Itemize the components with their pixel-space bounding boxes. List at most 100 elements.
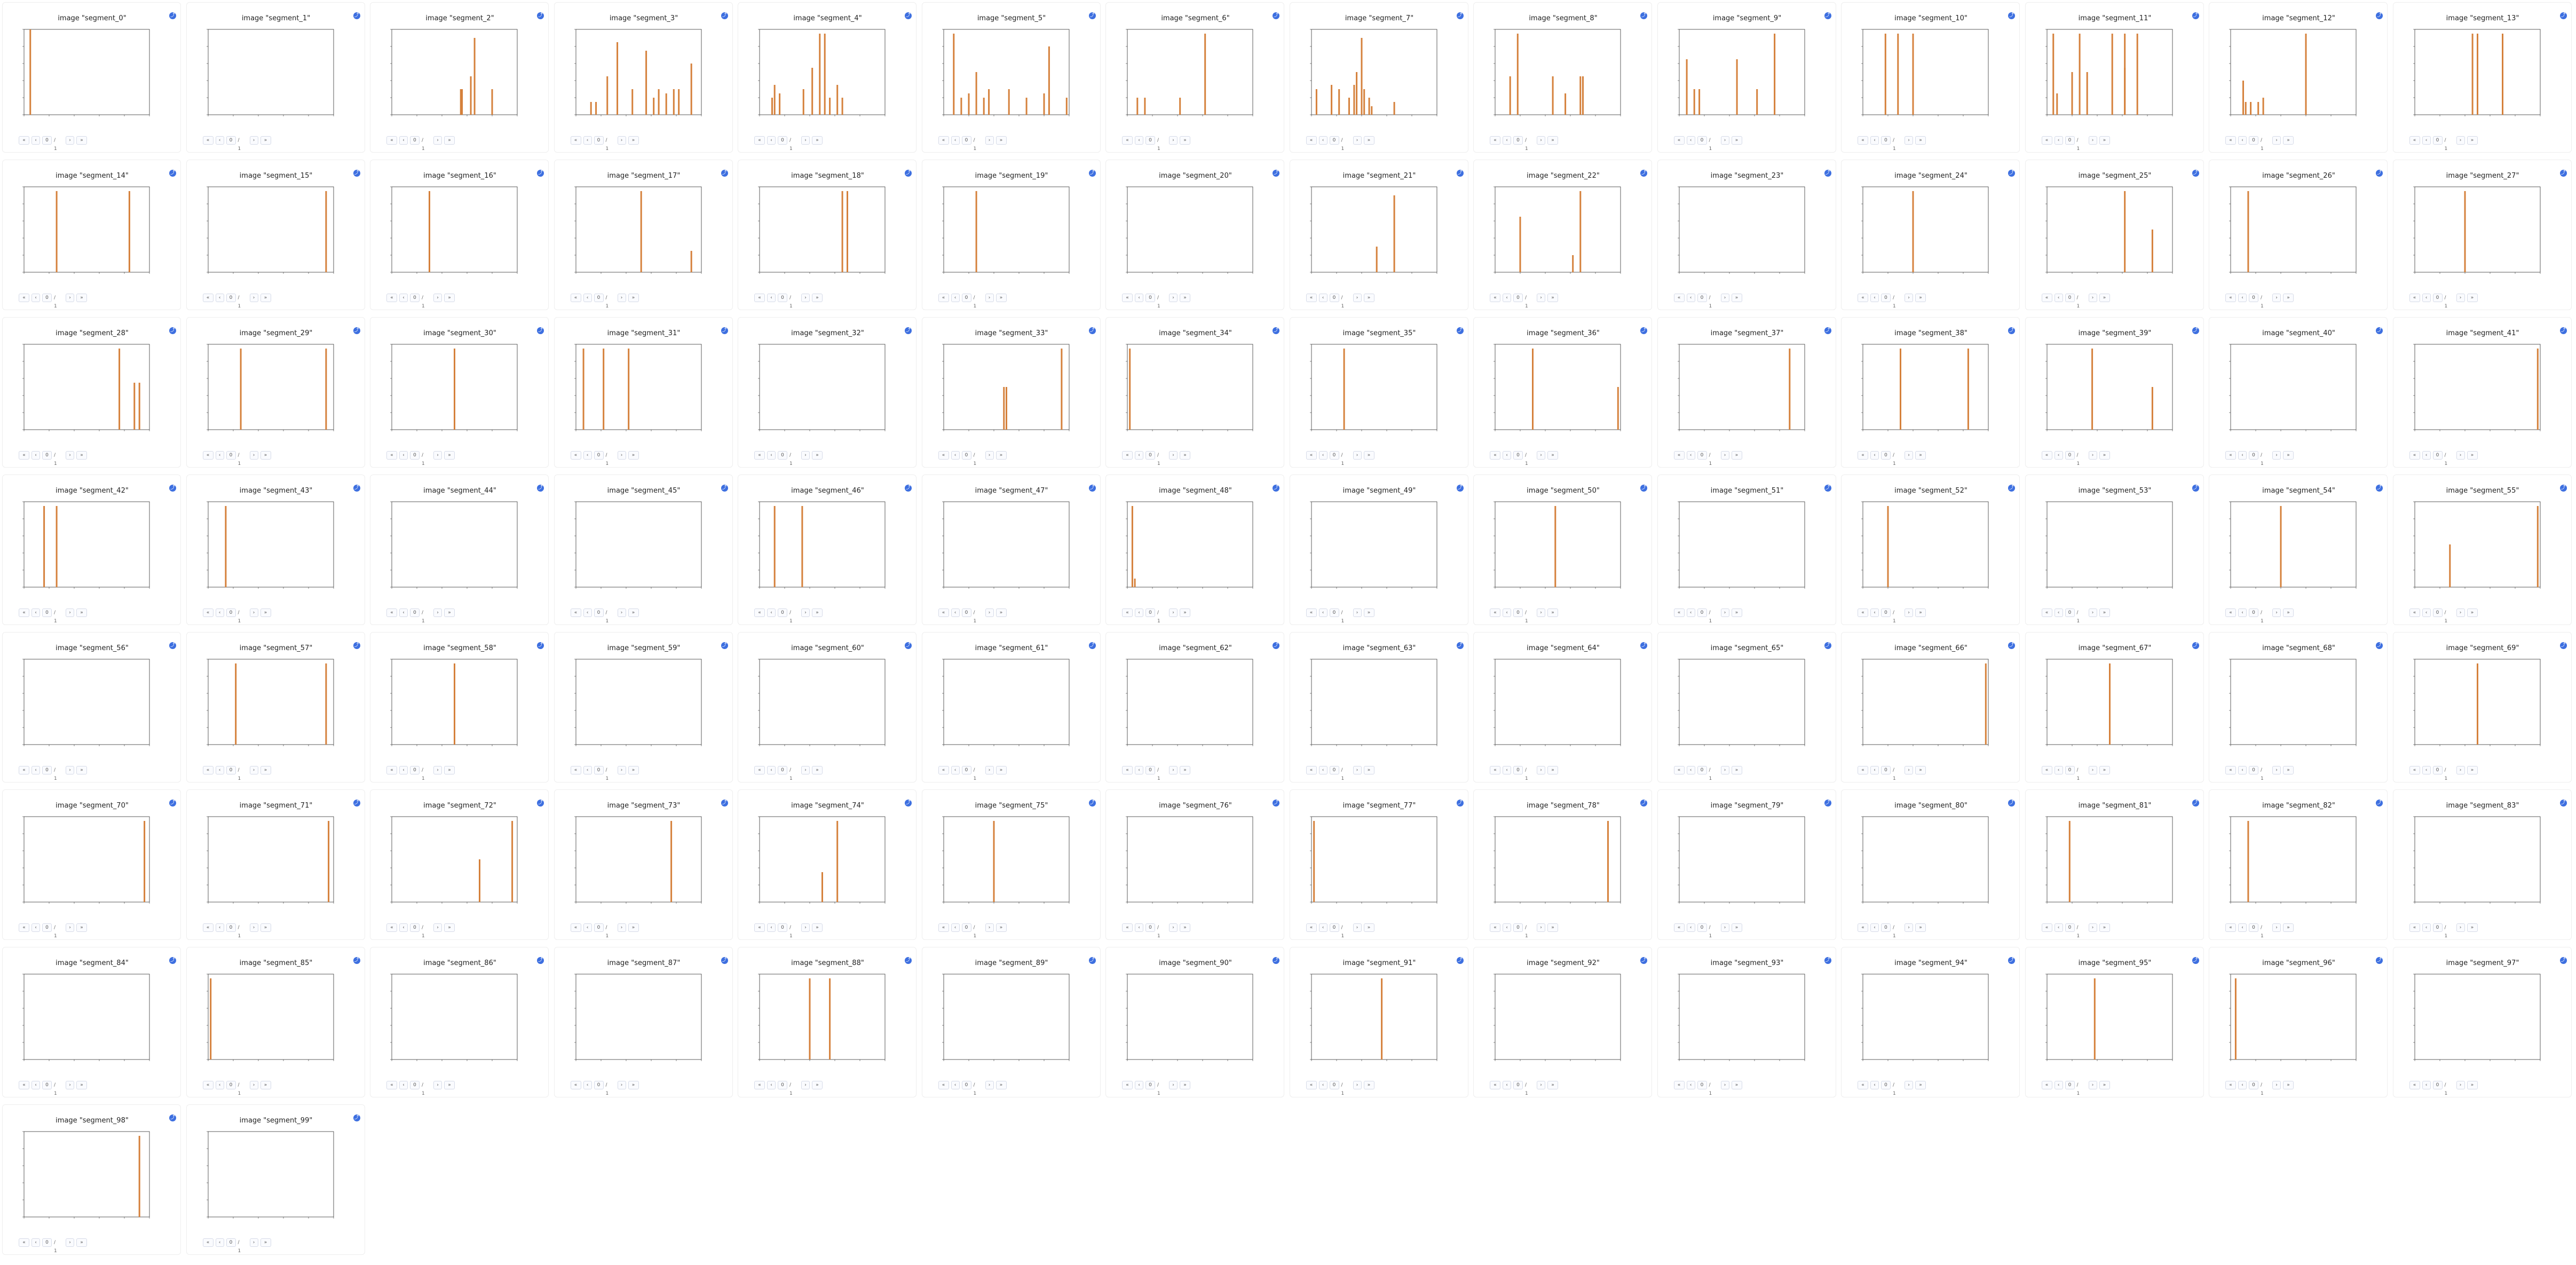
first-page-button[interactable]: «: [1306, 923, 1317, 932]
first-page-button[interactable]: «: [938, 608, 949, 617]
next-page-button[interactable]: ›: [617, 451, 626, 460]
page-index-input[interactable]: 0: [226, 294, 236, 302]
prev-page-button[interactable]: ‹: [2422, 136, 2431, 145]
last-page-button[interactable]: »: [1915, 451, 1926, 460]
prev-page-button[interactable]: ‹: [1318, 608, 1327, 617]
share-icon[interactable]: ⤴: [2008, 485, 2015, 492]
share-icon[interactable]: ⤴: [2559, 800, 2567, 807]
next-page-button[interactable]: ›: [433, 451, 442, 460]
next-page-button[interactable]: ›: [249, 608, 258, 617]
prev-page-button[interactable]: ‹: [1503, 451, 1511, 460]
next-page-button[interactable]: ›: [801, 1081, 810, 1089]
last-page-button[interactable]: »: [260, 294, 271, 302]
prev-page-button[interactable]: ‹: [2054, 451, 2063, 460]
page-index-input[interactable]: 0: [1697, 608, 1707, 617]
prev-page-button[interactable]: ‹: [399, 136, 408, 145]
first-page-button[interactable]: «: [1306, 294, 1317, 302]
first-page-button[interactable]: «: [754, 608, 765, 617]
last-page-button[interactable]: »: [260, 923, 271, 932]
share-icon[interactable]: ⤴: [1273, 800, 1279, 807]
prev-page-button[interactable]: ‹: [2238, 451, 2247, 460]
page-index-input[interactable]: 0: [2065, 923, 2075, 932]
share-icon[interactable]: ⤴: [169, 642, 176, 649]
last-page-button[interactable]: »: [995, 451, 1007, 460]
share-icon[interactable]: ⤴: [1273, 327, 1279, 334]
prev-page-button[interactable]: ‹: [767, 136, 776, 145]
first-page-button[interactable]: «: [2409, 923, 2420, 932]
last-page-button[interactable]: »: [2467, 766, 2478, 774]
first-page-button[interactable]: «: [1673, 136, 1685, 145]
share-icon[interactable]: ⤴: [2376, 327, 2383, 334]
page-index-input[interactable]: 0: [226, 1081, 236, 1089]
page-index-input[interactable]: 0: [42, 1081, 52, 1089]
last-page-button[interactable]: »: [2467, 451, 2478, 460]
last-page-button[interactable]: »: [1363, 923, 1374, 932]
share-icon[interactable]: ⤴: [353, 485, 360, 492]
share-icon[interactable]: ⤴: [353, 1114, 360, 1121]
share-icon[interactable]: ⤴: [1273, 12, 1279, 19]
prev-page-button[interactable]: ‹: [951, 136, 960, 145]
next-page-button[interactable]: ›: [617, 608, 626, 617]
next-page-button[interactable]: ›: [985, 451, 994, 460]
last-page-button[interactable]: »: [1180, 923, 1190, 932]
next-page-button[interactable]: ›: [2272, 1081, 2281, 1089]
page-index-input[interactable]: 0: [1697, 766, 1707, 774]
page-index-input[interactable]: 0: [2065, 608, 2075, 617]
next-page-button[interactable]: ›: [433, 923, 442, 932]
next-page-button[interactable]: ›: [1169, 294, 1178, 302]
last-page-button[interactable]: »: [444, 451, 455, 460]
share-icon[interactable]: ⤴: [905, 800, 912, 807]
last-page-button[interactable]: »: [1915, 608, 1926, 617]
page-index-input[interactable]: 0: [594, 608, 604, 617]
first-page-button[interactable]: «: [2225, 766, 2236, 774]
last-page-button[interactable]: »: [2283, 766, 2294, 774]
page-index-input[interactable]: 0: [410, 136, 420, 145]
next-page-button[interactable]: ›: [1169, 766, 1178, 774]
share-icon[interactable]: ⤴: [1640, 957, 1647, 964]
page-index-input[interactable]: 0: [594, 923, 604, 932]
first-page-button[interactable]: «: [386, 136, 397, 145]
share-icon[interactable]: ⤴: [1456, 485, 1464, 492]
last-page-button[interactable]: »: [995, 136, 1007, 145]
last-page-button[interactable]: »: [812, 923, 823, 932]
page-index-input[interactable]: 0: [2249, 608, 2258, 617]
last-page-button[interactable]: »: [76, 608, 87, 617]
first-page-button[interactable]: «: [1122, 608, 1133, 617]
last-page-button[interactable]: »: [1180, 294, 1190, 302]
prev-page-button[interactable]: ‹: [767, 608, 776, 617]
prev-page-button[interactable]: ‹: [1503, 136, 1511, 145]
prev-page-button[interactable]: ‹: [31, 1238, 40, 1247]
share-icon[interactable]: ⤴: [537, 485, 544, 492]
page-index-input[interactable]: 0: [1329, 451, 1339, 460]
last-page-button[interactable]: »: [1731, 451, 1742, 460]
last-page-button[interactable]: »: [628, 1081, 639, 1089]
next-page-button[interactable]: ›: [1905, 608, 1913, 617]
next-page-button[interactable]: ›: [1169, 923, 1178, 932]
next-page-button[interactable]: ›: [2456, 294, 2465, 302]
first-page-button[interactable]: «: [2409, 1081, 2420, 1089]
first-page-button[interactable]: «: [938, 294, 949, 302]
page-index-input[interactable]: 0: [1697, 294, 1707, 302]
first-page-button[interactable]: «: [1673, 923, 1685, 932]
share-icon[interactable]: ⤴: [353, 800, 360, 807]
page-index-input[interactable]: 0: [1881, 923, 1891, 932]
first-page-button[interactable]: «: [2041, 766, 2052, 774]
prev-page-button[interactable]: ‹: [1503, 766, 1511, 774]
page-index-input[interactable]: 0: [1145, 1081, 1155, 1089]
next-page-button[interactable]: ›: [2456, 136, 2465, 145]
first-page-button[interactable]: «: [570, 923, 581, 932]
first-page-button[interactable]: «: [2225, 294, 2236, 302]
share-icon[interactable]: ⤴: [2008, 800, 2015, 807]
last-page-button[interactable]: »: [2467, 1081, 2478, 1089]
prev-page-button[interactable]: ‹: [1318, 1081, 1327, 1089]
prev-page-button[interactable]: ‹: [215, 1238, 224, 1247]
last-page-button[interactable]: »: [2099, 1081, 2110, 1089]
prev-page-button[interactable]: ‹: [1686, 451, 1695, 460]
first-page-button[interactable]: «: [19, 136, 29, 145]
last-page-button[interactable]: »: [1731, 923, 1742, 932]
next-page-button[interactable]: ›: [1353, 1081, 1362, 1089]
share-icon[interactable]: ⤴: [1824, 12, 1831, 19]
page-index-input[interactable]: 0: [1881, 766, 1891, 774]
last-page-button[interactable]: »: [1547, 608, 1558, 617]
last-page-button[interactable]: »: [76, 1081, 87, 1089]
